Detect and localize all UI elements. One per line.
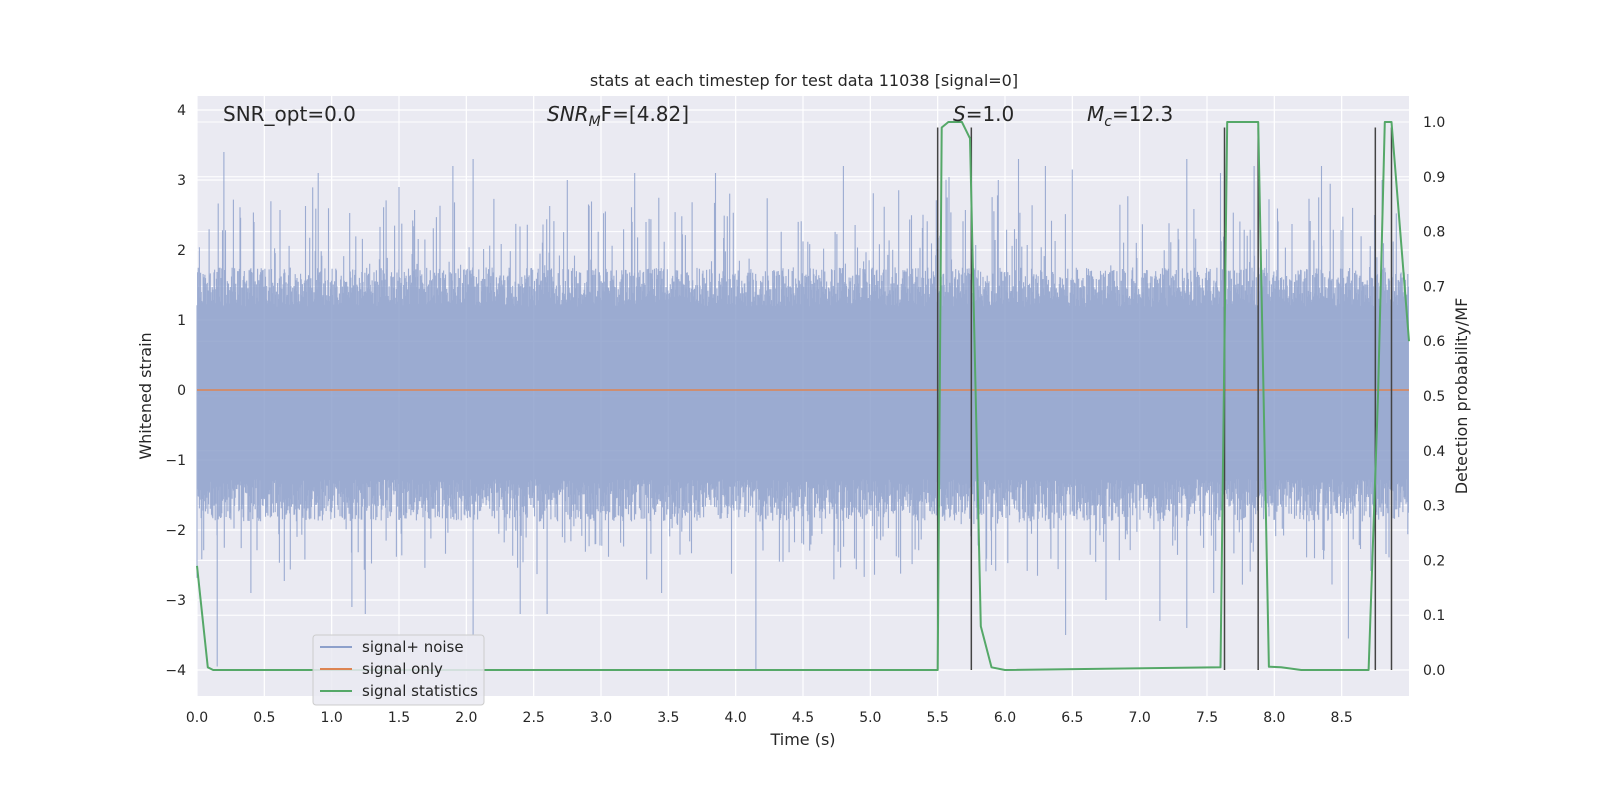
x-tick-label: 6.5 xyxy=(1061,710,1083,726)
x-tick-label: 5.5 xyxy=(927,710,949,726)
y-tick-label-left: 1 xyxy=(177,313,186,329)
y-tick-label-right: 0.4 xyxy=(1423,444,1445,460)
annotation-mc-rest: =12.3 xyxy=(1112,102,1173,126)
stats-series xyxy=(196,121,1410,671)
x-tick-label: 1.5 xyxy=(388,710,410,726)
y-tick-label-left: 0 xyxy=(177,383,186,399)
x-tick-label: 5.0 xyxy=(859,710,881,726)
chart-title: stats at each timestep for test data 110… xyxy=(590,71,1018,90)
annotation-snr-mf-sub: M xyxy=(589,114,601,130)
y-axis-right-ticks: 1.0 0.9 0.8 0.7 0.6 0.5 0.4 0.3 0.2 0.1 0.0 xyxy=(1423,115,1445,679)
x-tick-label: 2.5 xyxy=(523,710,545,726)
y-tick-label-right: 0.5 xyxy=(1423,389,1445,405)
x-tick-label: 7.0 xyxy=(1129,710,1151,726)
y-tick-label-right: 0.0 xyxy=(1423,663,1445,679)
y-tick-label-right: 0.1 xyxy=(1423,608,1445,624)
x-axis-ticks: 0.0 0.5 1.0 1.5 2.0 2.5 3.0 3.5 4.0 4.5 5.0 5.5 6.0 6… xyxy=(186,710,1353,726)
y-tick-label-left: −1 xyxy=(165,453,186,469)
x-tick-label: 8.5 xyxy=(1331,710,1353,726)
annotation-snr-mf-main: SNR xyxy=(547,102,589,126)
x-tick-label: 2.0 xyxy=(455,710,477,726)
y-tick-label-left: −4 xyxy=(165,663,186,679)
y-tick-label-right: 1.0 xyxy=(1423,115,1445,131)
legend-entry-stats: signal statistics xyxy=(362,682,478,700)
y-axis-left-ticks: 4 3 2 1 0 −1 −2 −3 −4 xyxy=(165,103,186,679)
y-tick-label-left: −2 xyxy=(165,523,186,539)
annotation-s-rest: =1.0 xyxy=(966,102,1015,126)
x-tick-label: 0.5 xyxy=(253,710,275,726)
x-tick-label: 4.0 xyxy=(725,710,747,726)
x-tick-label: 6.0 xyxy=(994,710,1016,726)
x-tick-label: 1.0 xyxy=(321,710,343,726)
annotation-snr-mf: SNRMF=[4.82] xyxy=(547,102,689,130)
annotation-s: S=1.0 xyxy=(953,102,1014,126)
y-tick-label-left: 4 xyxy=(177,103,186,119)
stats-line xyxy=(196,121,1410,671)
x-tick-label: 4.5 xyxy=(792,710,814,726)
annotation-mc-main: M xyxy=(1087,102,1104,126)
y-tick-label-right: 0.6 xyxy=(1423,334,1445,350)
y-tick-label-left: 3 xyxy=(177,173,186,189)
y-tick-label-right: 0.2 xyxy=(1423,553,1445,569)
x-tick-label: 7.5 xyxy=(1196,710,1218,726)
y-tick-label-left: −3 xyxy=(165,593,186,609)
y-tick-label-right: 0.7 xyxy=(1423,279,1445,295)
y-tick-label-right: 0.8 xyxy=(1423,225,1445,241)
y-tick-label-right: 0.9 xyxy=(1423,170,1445,186)
legend-entry-signal: signal only xyxy=(362,660,443,678)
annotation-snr-mf-rest: F=[4.82] xyxy=(601,102,689,126)
y-tick-label-right: 0.3 xyxy=(1423,499,1445,515)
annotation-mc: Mc=12.3 xyxy=(1087,102,1173,130)
legend-entry-noise: signal+ noise xyxy=(362,638,464,656)
y-axis-left-label: Whitened strain xyxy=(136,332,155,459)
y-tick-label-left: 2 xyxy=(177,243,186,259)
x-axis-label: Time (s) xyxy=(769,730,835,749)
legend-box xyxy=(312,634,485,706)
y-axis-right-label: Detection probability/MF xyxy=(1452,298,1471,495)
x-tick-label: 3.5 xyxy=(657,710,679,726)
annotation-mc-sub: c xyxy=(1104,114,1112,130)
legend: signal+ noise signal only signal statist… xyxy=(312,634,485,706)
x-tick-label: 3.0 xyxy=(590,710,612,726)
annotation-s-main: S xyxy=(953,102,966,126)
annotation-snr-opt: SNR_opt=0.0 xyxy=(223,102,356,126)
x-tick-label: 0.0 xyxy=(186,710,208,726)
x-tick-label: 8.0 xyxy=(1263,710,1285,726)
